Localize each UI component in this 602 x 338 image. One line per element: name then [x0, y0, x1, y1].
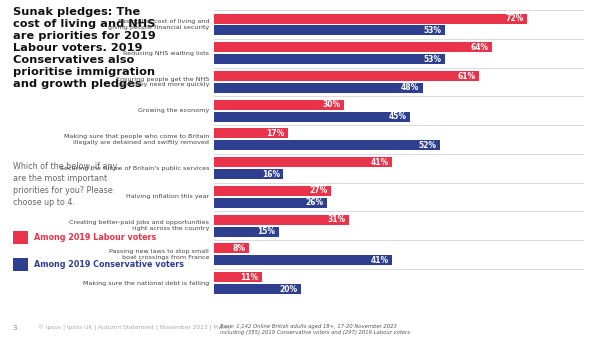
Text: Which of the below, if any,
are the most important
priorities for you? Please
ch: Which of the below, if any, are the most…	[13, 162, 119, 207]
Text: 17%: 17%	[266, 129, 284, 138]
Bar	[214, 25, 444, 35]
Text: 53%: 53%	[423, 26, 441, 35]
Text: Halving inflation this year: Halving inflation this year	[126, 194, 209, 199]
Text: Creating better-paid jobs and opportunities
right across the country: Creating better-paid jobs and opportunit…	[69, 220, 209, 231]
Text: Easing the cost of living and
giving people financial security: Easing the cost of living and giving peo…	[108, 19, 209, 30]
Bar	[214, 186, 331, 196]
Text: 41%: 41%	[371, 158, 389, 167]
Bar	[214, 100, 344, 110]
Text: 27%: 27%	[309, 187, 328, 195]
Text: 16%: 16%	[262, 170, 280, 178]
Text: 53%: 53%	[423, 55, 441, 64]
Text: 64%: 64%	[471, 43, 489, 52]
Text: 72%: 72%	[506, 14, 524, 23]
Text: Securing the future of Britain's public services: Securing the future of Britain's public …	[60, 166, 209, 171]
Text: ●: ●	[557, 322, 565, 331]
Bar	[214, 284, 301, 294]
Bar	[13, 231, 28, 244]
Bar	[214, 71, 479, 81]
Text: 20%: 20%	[279, 285, 297, 293]
Text: 8%: 8%	[232, 244, 245, 253]
Text: Making sure that people who come to Britain
illegally are detained and swiftly r: Making sure that people who come to Brit…	[64, 134, 209, 145]
Bar	[214, 42, 492, 52]
Bar	[214, 140, 440, 150]
Text: 41%: 41%	[371, 256, 389, 265]
Text: 3: 3	[13, 325, 17, 331]
Text: 31%: 31%	[327, 215, 346, 224]
Bar	[214, 112, 410, 122]
Text: © Ipsos | Ipsos UK | Autumn Statement | November 2023 | Public: © Ipsos | Ipsos UK | Autumn Statement | …	[39, 325, 231, 331]
Text: Among 2019 Conservative voters: Among 2019 Conservative voters	[34, 260, 184, 269]
Text: 45%: 45%	[388, 112, 406, 121]
Text: 61%: 61%	[458, 72, 476, 80]
Bar	[214, 83, 423, 93]
Bar	[214, 54, 444, 64]
Bar	[214, 169, 284, 179]
Bar	[214, 243, 249, 254]
Text: 30%: 30%	[323, 100, 341, 109]
Bar	[214, 157, 393, 167]
Text: Making sure the national debt is falling: Making sure the national debt is falling	[83, 281, 209, 286]
Text: ipsos: ipsos	[546, 309, 577, 319]
Text: Growing the economy: Growing the economy	[138, 108, 209, 113]
Text: Ensuring people get the NHS
care they need more quickly: Ensuring people get the NHS care they ne…	[116, 77, 209, 87]
Text: 26%: 26%	[305, 198, 323, 207]
Text: Sunak pledges: The
cost of living and NHS
are priorities for 2019
Labour voters.: Sunak pledges: The cost of living and NH…	[13, 7, 155, 89]
Bar	[13, 258, 28, 271]
Text: Among 2019 Labour voters: Among 2019 Labour voters	[34, 233, 157, 242]
Text: Passing new laws to stop small
boat crossings from France: Passing new laws to stop small boat cros…	[110, 249, 209, 260]
Bar	[214, 215, 349, 225]
Text: Reducing NHS waiting lists: Reducing NHS waiting lists	[123, 51, 209, 56]
Text: 48%: 48%	[401, 83, 420, 92]
Text: 11%: 11%	[240, 273, 258, 282]
Bar	[214, 14, 527, 24]
Bar	[214, 272, 262, 282]
Bar	[214, 255, 393, 265]
Bar	[214, 226, 279, 237]
Text: 52%: 52%	[419, 141, 436, 150]
Text: Base: 1,142 Online British adults aged 18+, 17-20 November 2023
including (355) : Base: 1,142 Online British adults aged 1…	[220, 324, 410, 335]
Bar	[214, 128, 288, 139]
Text: 15%: 15%	[258, 227, 276, 236]
Bar	[214, 198, 327, 208]
